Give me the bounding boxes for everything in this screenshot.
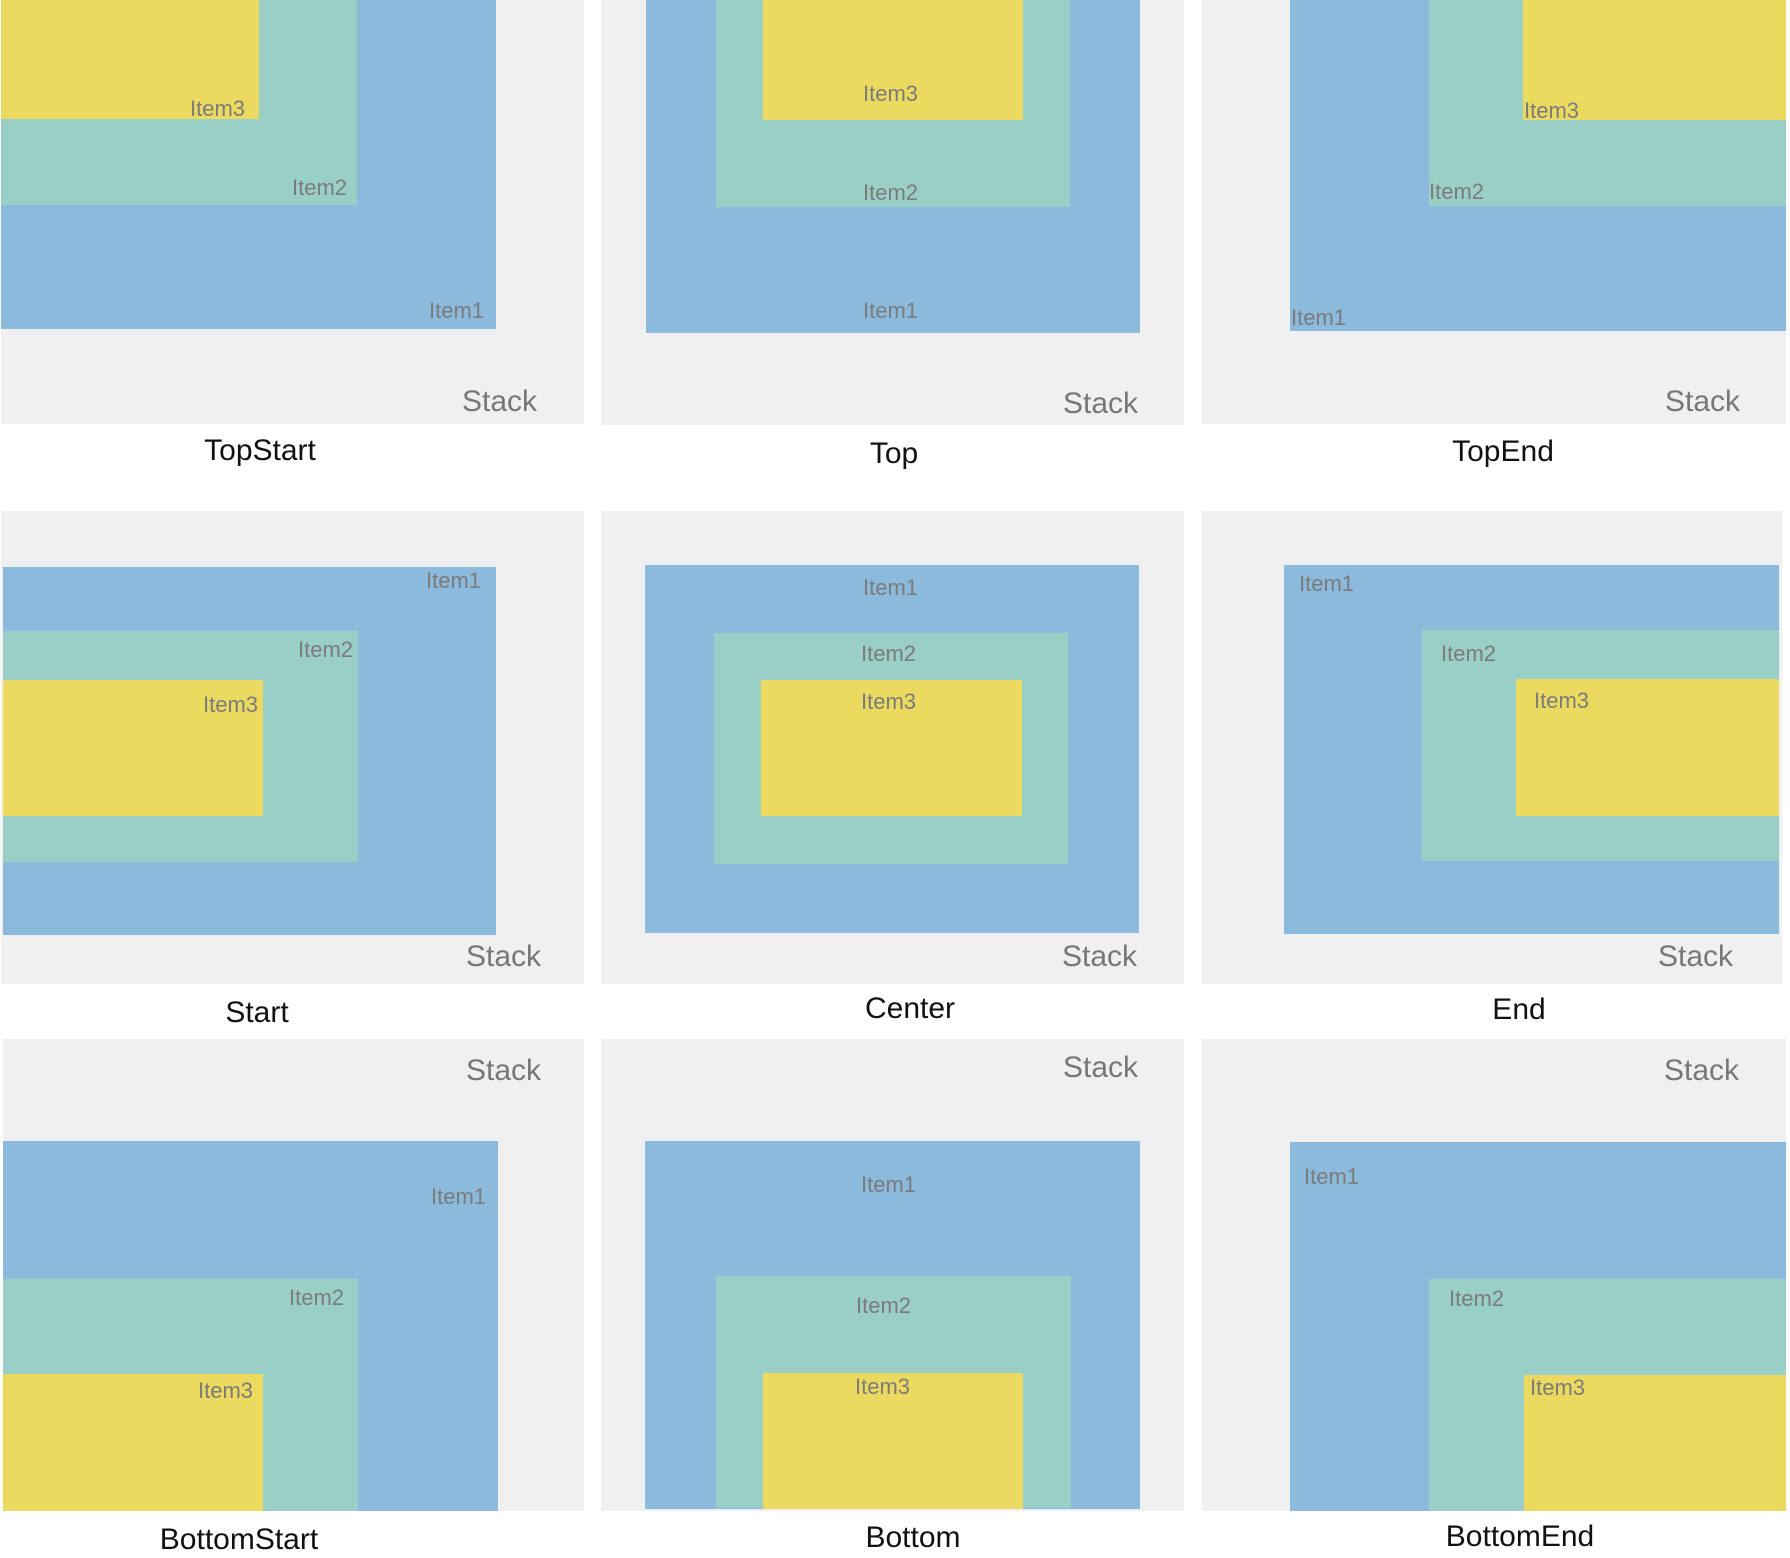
stack-label-start: Stack <box>466 940 542 973</box>
item1-label-end: Item1 <box>1299 571 1355 596</box>
item3-label-bottomstart: Item3 <box>198 1378 254 1403</box>
item2-label-end: Item2 <box>1441 641 1497 666</box>
item1-label-topend: Item1 <box>1291 305 1347 330</box>
caption-end: End <box>1492 993 1546 1026</box>
item3-bottomstart <box>3 1374 263 1511</box>
item3-bottomend <box>1524 1375 1786 1511</box>
item3-end <box>1516 679 1779 816</box>
item3-label-topend: Item3 <box>1524 98 1580 123</box>
item3-label-center: Item3 <box>861 689 917 714</box>
stack-label-end: Stack <box>1658 940 1734 973</box>
caption-top: Top <box>869 437 919 470</box>
caption-bottom: Bottom <box>865 1521 961 1554</box>
item2-label-center: Item2 <box>861 641 917 666</box>
item3-topstart <box>1 0 259 119</box>
item2-label-bottomstart: Item2 <box>289 1285 345 1310</box>
item3-label-start: Item3 <box>203 692 259 717</box>
caption-center: Center <box>864 992 956 1025</box>
stack-label-bottom: Stack <box>1063 1051 1139 1084</box>
item1-label-bottomend: Item1 <box>1304 1164 1360 1189</box>
item1-label-bottom: Item1 <box>861 1172 917 1197</box>
item3-label-end: Item3 <box>1534 688 1590 713</box>
item3-top <box>763 0 1023 120</box>
stack-label-topend: Stack <box>1665 385 1741 418</box>
caption-start: Start <box>225 996 289 1029</box>
item1-label-start: Item1 <box>426 568 482 593</box>
stack-label-center: Stack <box>1062 940 1138 973</box>
item3-label-bottomend: Item3 <box>1530 1375 1586 1400</box>
item1-label-top: Item1 <box>863 298 919 323</box>
item2-label-topstart: Item2 <box>292 175 348 200</box>
stack-label-top: Stack <box>1063 387 1139 420</box>
item3-topend <box>1523 0 1786 120</box>
item3-center <box>761 680 1022 816</box>
item2-label-start: Item2 <box>298 637 354 662</box>
item3-label-bottom: Item3 <box>855 1374 911 1399</box>
caption-bottomend: BottomEnd <box>1445 1520 1595 1553</box>
caption-topend: TopEnd <box>1452 435 1554 468</box>
item3-start <box>3 680 263 816</box>
item3-bottom <box>763 1373 1023 1509</box>
stack-label-topstart: Stack <box>462 385 538 418</box>
item2-label-top: Item2 <box>863 180 919 205</box>
item2-label-topend: Item2 <box>1429 179 1485 204</box>
item1-label-topstart: Item1 <box>429 298 485 323</box>
stack-label-bottomstart: Stack <box>466 1054 542 1087</box>
item2-label-bottom: Item2 <box>856 1293 912 1318</box>
caption-bottomstart: BottomStart <box>159 1523 319 1556</box>
stack-label-bottomend: Stack <box>1664 1054 1740 1087</box>
item1-label-center: Item1 <box>863 575 919 600</box>
item2-label-bottomend: Item2 <box>1449 1286 1505 1311</box>
caption-topstart: TopStart <box>204 434 316 467</box>
item3-label-top: Item3 <box>863 81 919 106</box>
item3-label-topstart: Item3 <box>190 96 246 121</box>
item1-label-bottomstart: Item1 <box>431 1184 487 1209</box>
